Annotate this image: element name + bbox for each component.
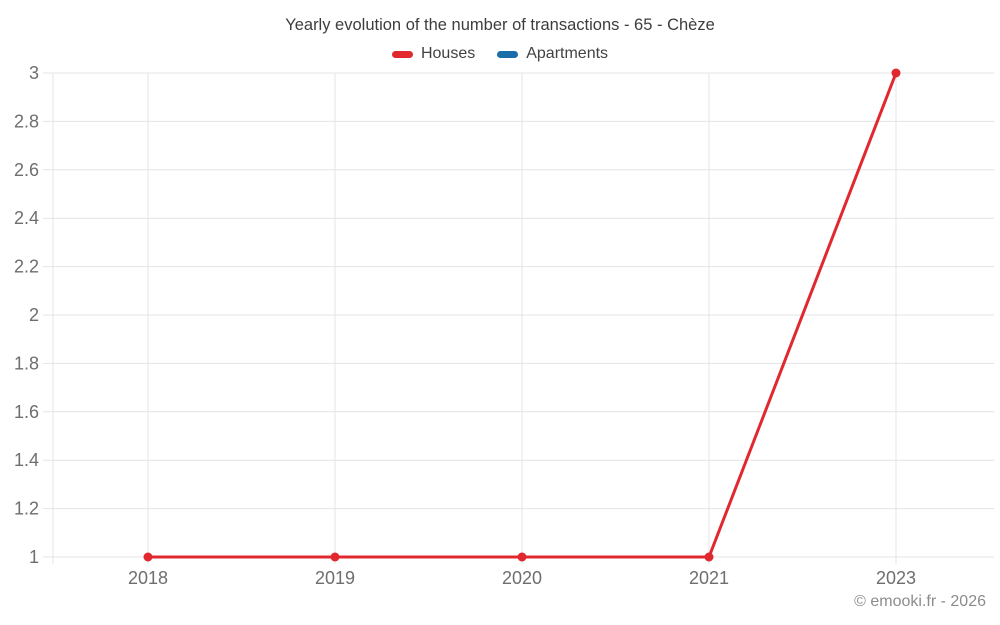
y-tick-label: 1.8 bbox=[14, 353, 39, 373]
y-tick-label: 1.2 bbox=[14, 499, 39, 519]
houses-legend-swatch-icon bbox=[391, 50, 413, 58]
x-tick-label: 2018 bbox=[128, 568, 168, 588]
x-tick-label: 2020 bbox=[502, 568, 542, 588]
chart-legend: Houses Apartments bbox=[0, 45, 1000, 63]
chart-title: Yearly evolution of the number of transa… bbox=[285, 16, 715, 34]
x-tick-label: 2023 bbox=[876, 568, 916, 588]
y-tick-label: 1.6 bbox=[14, 402, 39, 422]
houses-data-point bbox=[330, 552, 340, 562]
apartments-legend-swatch-icon bbox=[497, 50, 519, 58]
y-tick-label: 1 bbox=[29, 547, 39, 567]
houses-legend-label: Houses bbox=[420, 45, 476, 62]
y-tick-label: 2.8 bbox=[14, 111, 39, 131]
legend-item-apartments[interactable]: Apartments bbox=[497, 45, 608, 63]
y-tick-label: 2 bbox=[29, 305, 39, 325]
y-tick-label: 2.4 bbox=[14, 208, 39, 228]
y-tick-label: 2.2 bbox=[14, 257, 39, 277]
y-tick-label: 1.4 bbox=[14, 450, 39, 470]
x-tick-label: 2021 bbox=[689, 568, 729, 588]
y-tick-label: 3 bbox=[29, 63, 39, 83]
legend-item-houses[interactable]: Houses bbox=[391, 45, 476, 63]
houses-data-point bbox=[517, 552, 527, 562]
y-tick-label: 2.6 bbox=[14, 160, 39, 180]
apartments-legend-label: Apartments bbox=[526, 45, 609, 62]
houses-data-point bbox=[891, 68, 901, 78]
houses-data-point bbox=[143, 552, 153, 562]
x-tick-label: 2019 bbox=[315, 568, 355, 588]
chart-footer-attribution: © emooki.fr - 2026 bbox=[854, 593, 986, 610]
houses-data-point bbox=[704, 552, 714, 562]
